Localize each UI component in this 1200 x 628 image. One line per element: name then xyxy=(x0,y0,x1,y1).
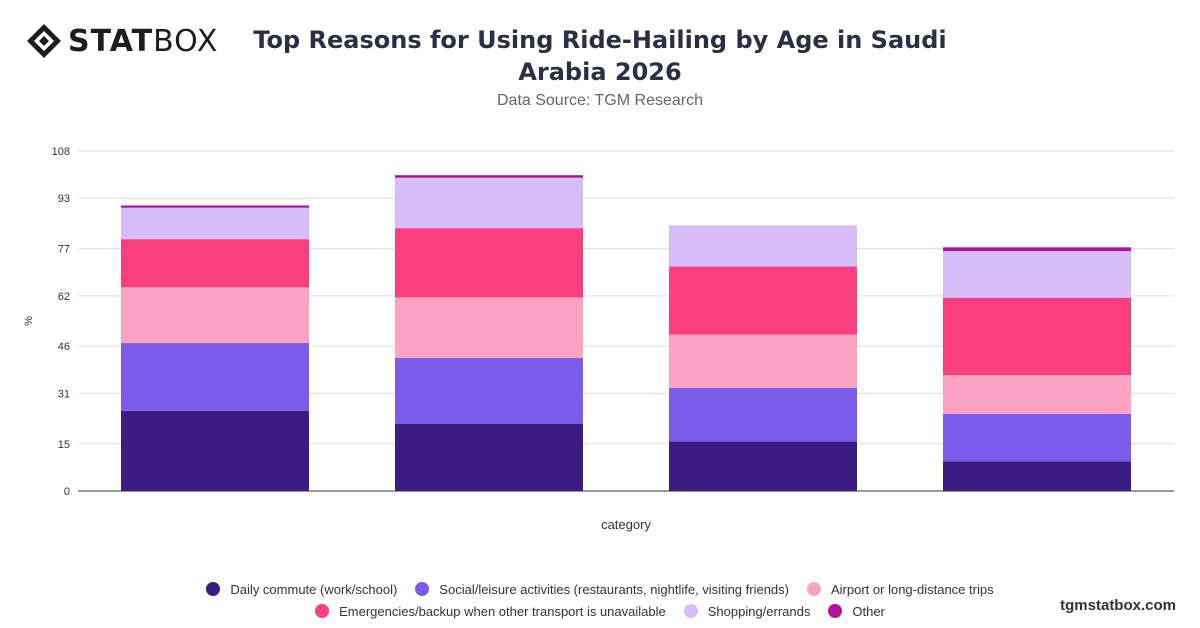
legend-label: Emergencies/backup when other transport … xyxy=(339,603,666,619)
axes: 0 15 31 46 62 77 93 108% category xyxy=(23,146,651,532)
legend-swatch-icon xyxy=(683,604,698,618)
legend-item[interactable]: Social/leisure activities (restaurants, … xyxy=(415,582,789,597)
y-tick-label: 108 xyxy=(52,146,70,158)
legend-row: Daily commute (work/school) Social/leisur… xyxy=(150,578,1050,600)
bar-segment xyxy=(395,175,583,178)
y-axis-label: % xyxy=(23,316,35,326)
bar-segment xyxy=(669,225,857,267)
chart-title-line1: Top Reasons for Using Ride-Hailing by Ag… xyxy=(253,26,947,54)
chart-title-line2: Arabia 2026 xyxy=(518,58,682,86)
legend-label: Daily commute (work/school) xyxy=(230,581,398,597)
bar-segment xyxy=(121,343,309,411)
legend-label: Other xyxy=(852,603,885,619)
legend-row: Emergencies/backup when other transport … xyxy=(150,600,1050,622)
x-axis-label: category xyxy=(601,517,651,532)
bar-segment xyxy=(121,207,309,240)
legend-swatch-icon xyxy=(807,582,821,596)
bar-segment xyxy=(943,413,1131,462)
chart-subtitle: Data Source: TGM Research xyxy=(496,92,703,109)
bar-segment xyxy=(943,375,1131,414)
y-tick-label: 46 xyxy=(58,341,70,353)
logo-regular-text: BOX xyxy=(153,23,219,59)
legend-swatch-icon xyxy=(828,604,843,618)
bar-segment xyxy=(121,205,309,208)
legend-item[interactable]: Other xyxy=(828,604,885,619)
bar-segment xyxy=(395,357,583,424)
chart-title: Top Reasons for Using Ride-Hailing by Ag… xyxy=(250,24,950,88)
legend-item[interactable]: Airport or long-distance trips xyxy=(807,582,994,597)
y-tick-label: 77 xyxy=(58,244,70,256)
y-tick-label: 62 xyxy=(58,291,70,303)
bar-segment xyxy=(669,441,857,491)
y-tick-label: 93 xyxy=(58,193,70,205)
logo-bold-text: STAT xyxy=(68,23,154,59)
y-tick-label: 15 xyxy=(58,439,70,451)
bar-segment xyxy=(669,266,857,335)
legend-label: Shopping/errands xyxy=(707,603,811,619)
bar-segment xyxy=(395,297,583,358)
legend-swatch-icon xyxy=(415,582,430,596)
legend-item[interactable]: Daily commute (work/school) xyxy=(206,582,397,597)
bar-segment xyxy=(121,410,309,491)
bar-segment xyxy=(395,228,583,298)
legend-swatch-icon xyxy=(206,582,221,596)
statbox-logo: STATBOX xyxy=(26,23,219,59)
legend-label: Airport or long-distance trips xyxy=(831,581,994,597)
legend-item[interactable]: Emergencies/backup when other transport … xyxy=(315,604,666,619)
bar-segment xyxy=(943,461,1131,491)
stacked-bar-chart: 0 15 31 46 62 77 93 108% category xyxy=(23,146,1174,532)
bar-segment xyxy=(669,387,857,442)
chart-legend: Daily commute (work/school) Social/leisur… xyxy=(150,578,1050,622)
y-tick-label: 0 xyxy=(64,486,70,498)
bar-segment xyxy=(121,287,309,344)
bar-segment xyxy=(395,423,583,491)
bar-segment xyxy=(395,177,583,229)
legend-label: Social/leisure activities (restaurants, … xyxy=(439,581,789,597)
bar-segment xyxy=(943,297,1131,376)
bar-segment xyxy=(121,239,309,288)
y-tick-label: 31 xyxy=(58,388,70,400)
website-footer[interactable]: tgmstatbox.com xyxy=(1060,597,1176,614)
bars xyxy=(121,175,1131,491)
legend-item[interactable]: Shopping/errands xyxy=(683,603,811,619)
bar-segment xyxy=(669,334,857,388)
legend-swatch-icon xyxy=(315,604,330,618)
diamond-logo-icon xyxy=(27,24,61,58)
bar-segment xyxy=(943,251,1131,298)
bar-segment xyxy=(943,247,1131,252)
